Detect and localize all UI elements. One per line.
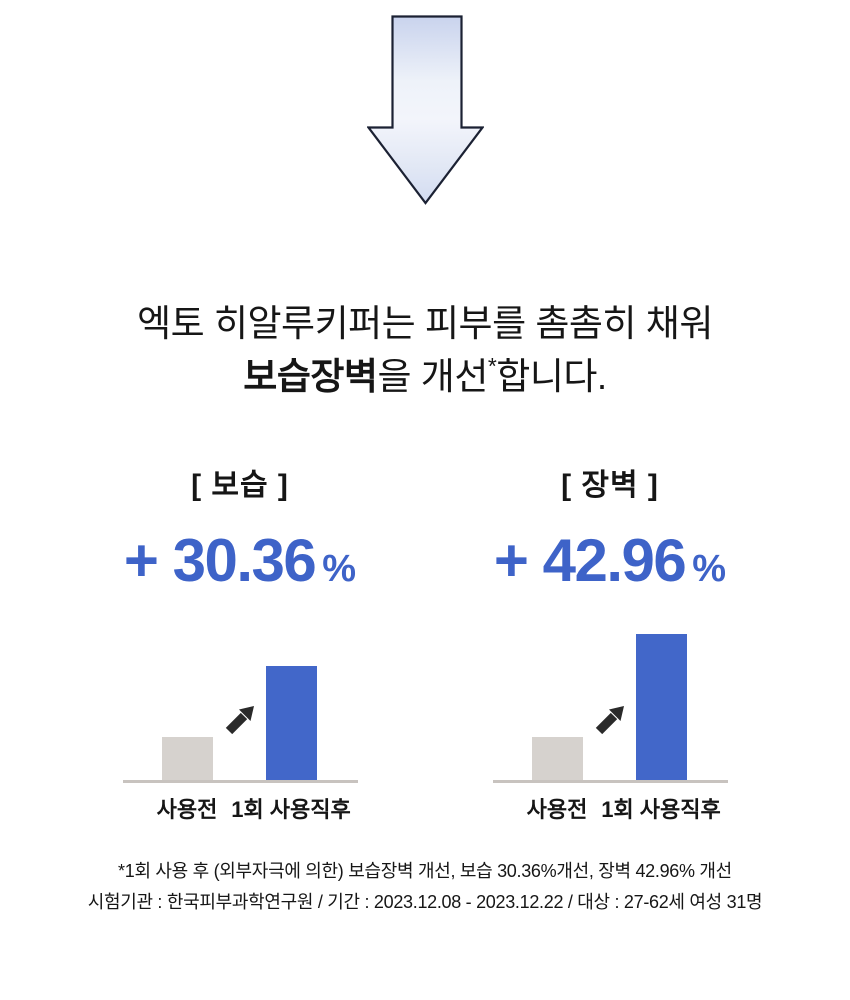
chart-moisture-labels: 사용전 1회 사용직후 xyxy=(120,792,360,822)
footnote-line-1: *1회 사용 후 (외부자극에 의한) 보습장벽 개선, 보습 30.36%개선… xyxy=(118,860,732,881)
axis-baseline xyxy=(492,779,728,783)
increase-arrow-icon xyxy=(595,705,624,734)
label-before-use: 사용전 xyxy=(156,796,218,822)
page-title-keyword: 보습장벽 xyxy=(243,355,378,397)
footnote-asterisk: * xyxy=(487,352,497,379)
chart-moisture-section: [ 보습 ] + 30.36% 사용전 1회 사용직후 xyxy=(120,466,360,822)
chart-barrier-value: + 42.96% xyxy=(490,526,730,608)
chart-barrier-section: [ 장벽 ] + 42.96% 사용전 1회 사용직후 xyxy=(490,466,730,822)
increase-arrow-icon xyxy=(225,705,254,734)
charts-row: [ 보습 ] + 30.36% 사용전 1회 사용직후 [ 장벽 ] xyxy=(0,466,850,822)
footnote: *1회 사용 후 (외부자극에 의한) 보습장벽 개선, 보습 30.36%개선… xyxy=(0,856,850,918)
chart-moisture-title: [ 보습 ] xyxy=(191,468,289,502)
label-after-use: 1회 사용직후 xyxy=(601,796,721,822)
page-title-line2-mid: 을 개선 xyxy=(377,355,488,397)
page-title-line2-tail: 합니다. xyxy=(496,355,607,397)
chart-barrier-title: [ 장벽 ] xyxy=(561,468,659,502)
chart-moisture-value: + 30.36% xyxy=(120,526,360,608)
down-arrow-container xyxy=(0,0,850,205)
label-after-use: 1회 사용직후 xyxy=(231,796,351,822)
chart-barrier-plot xyxy=(492,630,728,783)
bar-after-use xyxy=(635,633,687,780)
improvement-value: + 42.96 xyxy=(493,526,687,594)
percent-sign: % xyxy=(322,547,357,590)
bar-after-use xyxy=(265,665,317,780)
page-title-line1: 엑토 히알루키퍼는 피부를 촘촘히 채워 xyxy=(137,303,713,344)
percent-sign: % xyxy=(692,547,727,590)
footnote-line-2: 시험기관 : 한국피부과학연구원 / 기간 : 2023.12.08 - 202… xyxy=(87,891,763,912)
axis-baseline xyxy=(122,779,358,783)
chart-barrier-labels: 사용전 1회 사용직후 xyxy=(490,792,730,822)
bar-before-use xyxy=(531,736,583,780)
bar-before-use xyxy=(161,736,213,780)
improvement-value: + 30.36 xyxy=(123,526,317,594)
down-arrow-icon xyxy=(366,15,484,205)
label-before-use: 사용전 xyxy=(526,796,588,822)
page-title: 엑토 히알루키퍼는 피부를 촘촘히 채워 보습장벽을 개선*합니다. xyxy=(0,298,850,404)
chart-moisture-plot xyxy=(122,630,358,783)
